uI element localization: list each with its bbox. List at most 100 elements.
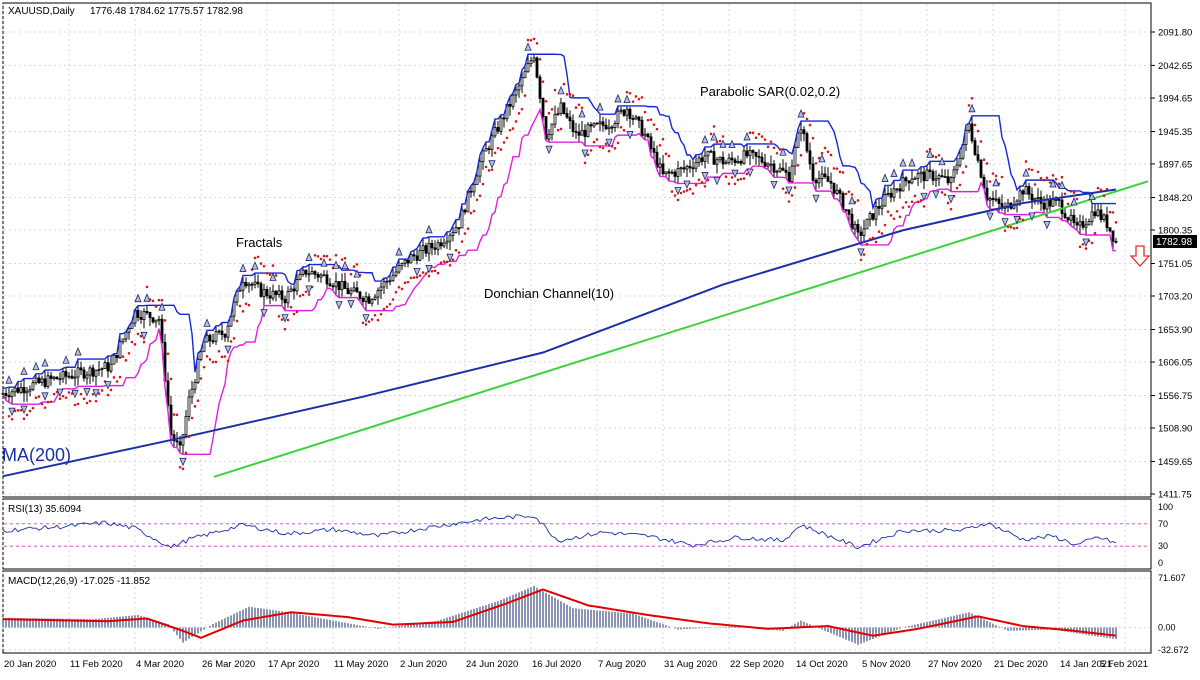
candle-body xyxy=(397,265,401,273)
macd-tick-label: 0.00 xyxy=(1158,622,1176,632)
candle-body xyxy=(421,245,425,251)
candle-body xyxy=(184,415,188,436)
sar-dot xyxy=(160,298,164,302)
sar-dot xyxy=(769,140,773,143)
ma200-line xyxy=(2,188,1117,478)
rsi-title: RSI(13) 35.6094 xyxy=(8,504,82,515)
sar-dot xyxy=(664,152,668,156)
sar-dot xyxy=(811,136,815,140)
candle-body xyxy=(205,334,209,343)
fractal-down-icon xyxy=(335,301,343,310)
sar-dot xyxy=(211,360,215,364)
candle-body xyxy=(1099,209,1103,220)
fractal-down-icon xyxy=(83,388,91,397)
sar-dot xyxy=(982,158,986,162)
fractal-down-icon xyxy=(932,190,940,200)
candle-body xyxy=(667,171,671,174)
candle-body xyxy=(592,122,596,127)
fractal-down-icon xyxy=(446,253,454,263)
candle-body xyxy=(109,363,113,372)
candle-body xyxy=(865,218,869,230)
sar-dot xyxy=(706,178,710,182)
candle-body xyxy=(424,245,428,254)
sar-dot xyxy=(616,141,620,145)
candle-body xyxy=(277,290,281,295)
candle-body xyxy=(883,194,887,207)
sar-dot xyxy=(463,232,467,235)
x-tick-label: 2 Jun 2020 xyxy=(400,659,447,670)
candle-body xyxy=(304,269,308,275)
fractal-up-icon xyxy=(203,318,211,327)
candle-body xyxy=(343,281,347,289)
candle-body xyxy=(112,354,116,365)
price-panel-frame xyxy=(2,2,1152,498)
sar-dot xyxy=(559,127,563,131)
candle-body xyxy=(739,160,743,164)
candle-body xyxy=(958,157,962,166)
candle-body xyxy=(1096,209,1100,217)
candle-body xyxy=(52,376,56,379)
candle-body xyxy=(22,387,26,394)
candle-body xyxy=(871,213,875,220)
fractal-up-icon xyxy=(968,103,976,113)
candle-body xyxy=(976,154,980,161)
fractal-up-icon xyxy=(134,293,142,303)
candle-body xyxy=(586,124,590,138)
candle-body xyxy=(448,234,452,242)
candle-body xyxy=(625,108,629,116)
candle-body xyxy=(856,223,860,233)
sar-dot xyxy=(193,405,197,408)
sar-dot xyxy=(361,321,365,325)
sar-dot xyxy=(757,132,761,136)
fractal-up-icon xyxy=(1088,191,1096,201)
candle-body xyxy=(1,393,5,395)
macd-plot xyxy=(2,586,1117,645)
sar-dot xyxy=(910,200,914,204)
sar-dot xyxy=(1081,242,1085,246)
sar-dot xyxy=(319,257,323,261)
sar-dot xyxy=(856,199,860,202)
fractal-up-icon xyxy=(251,261,259,270)
fractal-down-icon xyxy=(581,149,589,158)
candle-body xyxy=(340,281,344,291)
sar-dot xyxy=(724,175,728,179)
sar-dot xyxy=(205,355,209,358)
candle-body xyxy=(292,288,296,292)
sar-dot xyxy=(460,240,464,243)
sar-dot xyxy=(163,319,167,322)
sar-dot xyxy=(316,255,320,258)
sar-dot xyxy=(1108,210,1112,214)
sar-dot xyxy=(223,355,227,358)
sar-dot xyxy=(439,261,443,264)
candle-body xyxy=(532,57,536,62)
sar-dot xyxy=(793,186,797,189)
candle-body xyxy=(148,312,152,319)
sar-dot xyxy=(526,38,530,42)
sar-dot xyxy=(1063,192,1067,196)
fractal-up-icon xyxy=(239,263,247,272)
candle-body xyxy=(451,232,455,236)
candle-body xyxy=(364,296,368,303)
candle-body xyxy=(895,188,899,191)
candle-body xyxy=(790,165,794,183)
candle-body xyxy=(748,150,752,157)
sar-dot xyxy=(475,198,479,202)
candle-body xyxy=(283,298,287,304)
candle-body xyxy=(517,85,521,91)
candle-body xyxy=(247,283,251,287)
sar-dot xyxy=(709,132,713,136)
sar-dot xyxy=(826,150,830,154)
sar-dot xyxy=(178,465,182,469)
sar-dot xyxy=(10,417,14,421)
sar-dot xyxy=(964,165,968,168)
sar-dot xyxy=(196,399,200,402)
candle-body xyxy=(352,287,356,292)
sar-dot xyxy=(646,118,650,122)
candle-body xyxy=(403,259,407,264)
sar-dot xyxy=(403,281,407,285)
x-tick-label: 21 Dec 2020 xyxy=(994,659,1048,670)
x-tick-label: 7 Aug 2020 xyxy=(598,659,646,670)
sar-dot xyxy=(280,318,284,321)
candle-body xyxy=(298,273,302,280)
y-tick-label: 1848.20 xyxy=(1158,193,1192,204)
